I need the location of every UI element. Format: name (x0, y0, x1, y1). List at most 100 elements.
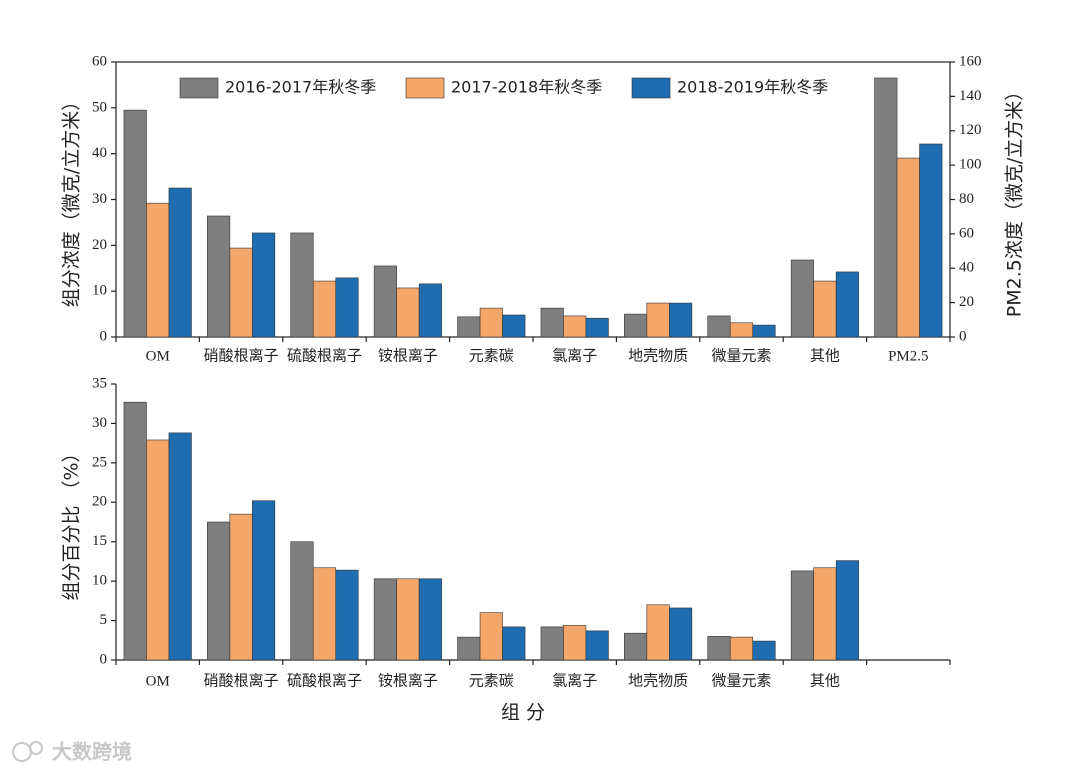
bar (585, 317, 609, 338)
x-tick-label: 其他 (810, 347, 840, 364)
bar (146, 202, 170, 338)
x-axis-label: 组 分 (501, 702, 545, 724)
bar (585, 630, 609, 661)
y-axis-label: 组分百分比 （%） (61, 443, 83, 600)
bar (457, 636, 481, 661)
bar (563, 625, 587, 661)
x-tick-label: 硫酸根离子 (287, 347, 362, 364)
bar (123, 109, 147, 338)
watermark-icon (12, 741, 43, 762)
bar (168, 432, 192, 661)
bar (312, 567, 337, 661)
bar (335, 277, 359, 338)
legend-swatch (405, 77, 445, 99)
y2-tick-label: 60 (959, 225, 974, 241)
legend-swatch (179, 77, 219, 99)
y2-axis-label: PM2.5浓度（微克/立方米） (1004, 82, 1026, 317)
bar (835, 271, 859, 338)
x-tick-label: 氯离子 (552, 672, 597, 689)
bar (752, 324, 776, 338)
y2-tick-label: 120 (959, 122, 982, 138)
bar (373, 578, 397, 661)
bar (813, 567, 837, 661)
bar (540, 626, 564, 661)
bar (624, 313, 648, 338)
x-tick-label: 地壳物质 (628, 672, 688, 689)
bar (207, 215, 231, 338)
bar (418, 283, 442, 338)
bar (646, 302, 670, 338)
x-tick-label: 硫酸根离子 (287, 672, 362, 689)
x-tick-label: 氯离子 (552, 347, 597, 364)
bar (813, 280, 837, 338)
bar (457, 316, 481, 338)
bar (919, 143, 943, 338)
y-tick-label: 15 (92, 533, 107, 549)
bar (252, 232, 276, 338)
bar (146, 439, 170, 661)
bar (373, 265, 397, 338)
y-tick-label: 30 (92, 191, 107, 207)
bar (290, 541, 314, 661)
bar (418, 578, 442, 661)
bar (479, 307, 503, 338)
y-tick-label: 35 (92, 375, 107, 391)
bar (790, 259, 814, 338)
y-tick-label: 30 (92, 415, 107, 431)
bar (729, 636, 754, 661)
y-axis-label: 组分浓度（微克/立方米） (61, 92, 83, 307)
bar (229, 513, 253, 661)
legend-label: 2018-2019年秋冬季 (677, 78, 828, 97)
y2-tick-label: 0 (959, 328, 967, 344)
y-tick-label: 0 (100, 328, 108, 344)
bar (229, 247, 253, 338)
x-tick-label: 铵根离子 (378, 672, 438, 689)
y-tick-label: 20 (92, 494, 107, 510)
x-tick-label: OM (146, 673, 170, 689)
x-tick-label: OM (146, 348, 170, 364)
bar (252, 500, 276, 661)
x-tick-label: 地壳物质 (628, 347, 688, 364)
legend-swatch (631, 77, 671, 99)
y-tick-label: 20 (92, 237, 107, 253)
y-tick-label: 10 (92, 573, 107, 589)
x-tick-label: 元素碳 (469, 672, 514, 689)
bar (669, 607, 693, 661)
bar (624, 632, 648, 661)
legend-label: 2016-2017年秋冬季 (225, 78, 376, 97)
y-tick-label: 50 (92, 99, 107, 115)
bar (396, 578, 420, 661)
bar (835, 560, 859, 661)
bar (396, 287, 420, 338)
y2-tick-label: 160 (959, 53, 982, 69)
y2-tick-label: 140 (959, 88, 982, 104)
bar (502, 626, 526, 661)
y2-tick-label: 80 (959, 191, 974, 207)
bar (669, 302, 693, 338)
y-tick-label: 40 (92, 145, 107, 161)
bar (752, 640, 776, 661)
x-tick-label: 微量元素 (711, 347, 771, 364)
bar (707, 315, 731, 338)
bar (207, 521, 231, 661)
bar (168, 187, 192, 338)
bar (123, 401, 147, 661)
y2-tick-label: 20 (959, 294, 974, 310)
bar (502, 314, 526, 338)
bar (646, 604, 670, 661)
bar (479, 612, 503, 661)
bar (290, 232, 314, 338)
bar (335, 569, 359, 661)
watermark: 大数跨境 (52, 740, 132, 764)
x-tick-label: 硝酸根离子 (204, 347, 279, 364)
bar (729, 322, 754, 338)
legend-label: 2017-2018年秋冬季 (451, 78, 602, 97)
bar (540, 307, 564, 338)
bar (790, 570, 814, 661)
x-tick-label: PM2.5 (888, 348, 928, 364)
y-tick-label: 60 (92, 53, 107, 69)
y-tick-label: 5 (100, 612, 108, 628)
bar (312, 280, 337, 338)
x-tick-label: 铵根离子 (378, 347, 438, 364)
